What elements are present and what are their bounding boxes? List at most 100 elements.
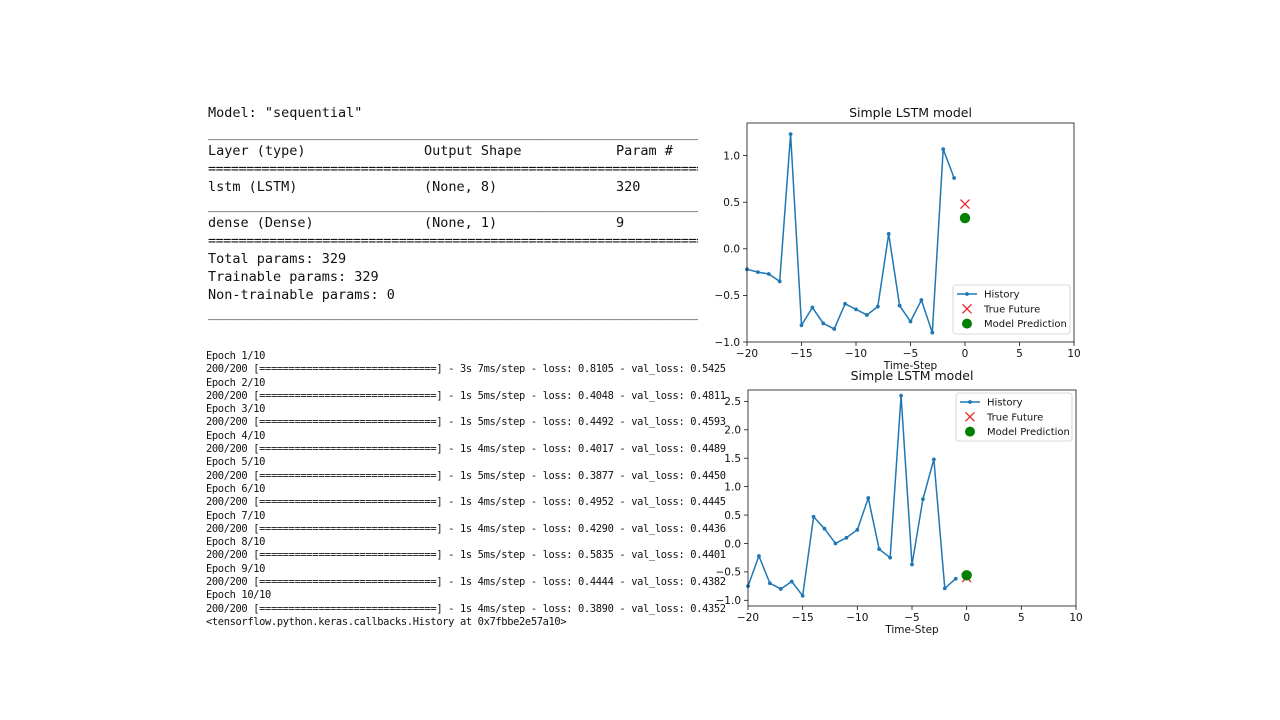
history-point [756,270,760,275]
log-line: Epoch 2/10 [206,376,266,389]
history-point [888,555,893,560]
y-tick-label: 0.0 [724,538,741,550]
model-title: Model: "sequential" [208,105,363,121]
history-point [930,330,935,335]
summary-rule: ========================================… [208,161,698,177]
x-tick-label: −10 [846,612,868,624]
history-point [843,301,847,306]
history-point [811,514,816,519]
y-tick-label: −1.0 [716,595,742,607]
legend-box [955,392,1073,442]
legend-true-future-swatch [962,303,972,314]
log-line: Epoch 7/10 [206,509,266,522]
y-tick-label: 2.0 [724,425,741,437]
layer-row: lstm (LSTM) (None, 8) 320 [208,178,698,196]
plot-frame [747,389,1077,607]
log-line: Epoch 9/10 [206,562,266,575]
x-tick-label: 10 [1067,348,1080,360]
y-tick-label: 1.0 [723,150,740,162]
history-point [844,535,849,540]
legend-label: History [987,398,1023,409]
layer-row: dense (Dense) (None, 1) 9 [208,214,698,232]
y-tick-label: 1.5 [724,453,741,465]
history-point [942,586,947,591]
training-log: Epoch 1/10 200/200 [=====================… [206,350,726,629]
legend-history-dot [968,400,972,404]
log-line: 200/200 [==============================]… [206,469,726,482]
x-mark-stroke [960,199,970,210]
log-line: 200/200 [==============================]… [206,522,726,535]
x-axis-label: Time-Step [883,360,938,372]
y-tick-label: 0.5 [724,510,741,522]
legend-box [952,284,1071,335]
history-point [854,307,858,312]
x-tick-label: −10 [845,348,867,360]
chart-title: Simple LSTM model [851,368,974,383]
history-point [800,593,805,598]
y-tick-label: 2.5 [724,396,741,408]
legend-true-future-swatch [965,411,975,422]
history-point [899,393,903,398]
history-point [833,541,838,546]
total-params: Total params: 329 [208,251,347,267]
x-tick-label: −5 [904,612,919,624]
history-point [777,279,782,284]
layer-output-shape: (None, 1) [424,215,498,231]
history-point [788,132,793,137]
log-line: 200/200 [==============================]… [206,443,726,456]
chart-title: Simple LSTM model [849,105,972,120]
history-point [799,323,804,328]
layer-name: dense (Dense) [208,215,314,231]
history-point [778,587,783,591]
y-tick-label: −0.5 [715,290,741,302]
summary-rule: ________________________________________… [208,305,698,321]
summary-rule: ________________________________________… [208,125,698,141]
history-point [908,319,913,324]
y-tick-label: 0.5 [723,197,740,209]
log-line: 200/200 [==============================]… [206,549,726,562]
legend-history-dot [965,292,969,296]
log-line: 200/200 [==============================]… [206,416,726,429]
legend-prediction-swatch [962,318,972,329]
history-point [866,496,871,500]
history-point [766,272,771,276]
x-tick-label: −15 [790,348,812,360]
history-point [919,298,924,302]
x-tick-label: 5 [1018,612,1025,624]
history-point [875,304,880,309]
prediction-point [959,212,971,224]
log-line: 200/200 [==============================]… [206,389,726,402]
true-future-point [960,199,970,210]
header-param-count: Param # [616,143,673,159]
summary-rule: ========================================… [208,233,698,249]
history-point [941,147,946,151]
plot-frame [746,122,1075,343]
x-tick-label: −5 [903,348,918,360]
layer-param-count: 9 [616,215,625,231]
lstm-chart-1: Simple LSTM model −20 −15 −10 −5 0 5 10 −1.0 −0.5… [715,105,1081,372]
history-point [897,303,902,308]
x-mark-stroke [962,303,972,314]
log-line: Epoch 5/10 [206,456,266,469]
history-point [767,581,772,586]
history-point [832,327,837,331]
x-mark-stroke [965,411,975,422]
x-tick-label: 5 [1016,348,1023,360]
log-line: Epoch 8/10 [206,536,266,549]
chart-legend: History True Future Model Prediction [952,284,1071,335]
x-tick-label: 0 [962,348,969,360]
header-layer: Layer (type) [208,143,306,159]
x-tick-label: −20 [736,348,758,360]
history-point [789,579,794,584]
history-point [810,305,815,310]
lstm-chart-2: Simple LSTM model −20 −15 −10 −5 0 5 10 −1.0 −0.5… [716,368,1083,636]
model-summary: Model: "sequential" ____________________… [208,102,698,322]
header-output-shape: Output Shape [424,143,522,159]
history-point [886,231,891,236]
history-line [747,395,957,598]
legend-label: History [984,290,1020,301]
x-tick-label: −15 [792,612,814,624]
y-tick-label: −0.5 [716,567,742,579]
log-line: Epoch 1/10 [206,350,266,362]
log-line: 200/200 [==============================]… [206,576,726,589]
